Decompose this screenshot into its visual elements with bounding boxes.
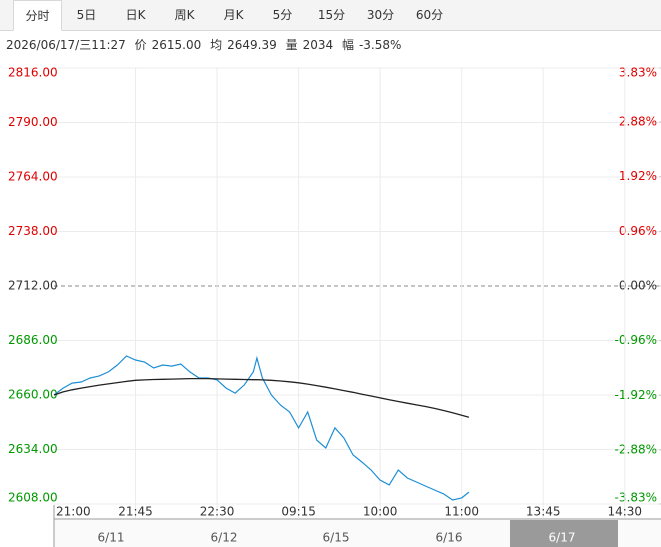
- x-tick-label: 21:00: [56, 505, 91, 519]
- y2-tick-label: -3.83%: [615, 491, 657, 505]
- avg: 2649.39: [227, 38, 277, 52]
- y2-tick-label: 1.92%: [619, 169, 657, 183]
- volume-label: 量: [285, 38, 298, 52]
- y-tick-label: 2816.00: [8, 66, 58, 80]
- tab[interactable]: 5日: [76, 8, 97, 22]
- tab[interactable]: 日K: [125, 8, 146, 22]
- y2-tick-label: -1.92%: [615, 388, 657, 402]
- tab[interactable]: 5分: [272, 8, 293, 22]
- navigator-date: 6/16: [436, 531, 463, 545]
- navigator-selection[interactable]: [510, 520, 618, 547]
- tab[interactable]: 月K: [223, 8, 244, 22]
- y2-tick-label: -2.88%: [615, 442, 657, 456]
- x-tick-label: 13:45: [526, 505, 561, 519]
- y-tick-label: 2660.00: [8, 388, 58, 402]
- info-line: 2026/06/17/三11:27 价 2615.00 均 2649.39 量 203…: [6, 36, 406, 53]
- x-tick-label: 11:00: [444, 505, 479, 519]
- x-tick-label: 21:45: [118, 505, 153, 519]
- x-tick-label: 14:30: [607, 505, 642, 519]
- x-tick-label: 22:30: [200, 505, 235, 519]
- tab[interactable]: 60分: [415, 8, 444, 22]
- price: 2615.00: [151, 38, 202, 52]
- change-label: 幅: [341, 38, 354, 52]
- navigator-date: 6/12: [211, 531, 238, 545]
- x-tick-label: 09:15: [281, 505, 316, 519]
- y2-tick-label: 3.83%: [619, 66, 657, 80]
- y-tick-label: 2634.00: [8, 442, 58, 456]
- change: -3.58%: [358, 38, 402, 52]
- navigator-date: 6/11: [98, 531, 125, 545]
- y-tick-label: 2686.00: [8, 333, 58, 347]
- avg-label: 均: [210, 38, 223, 52]
- y-tick-label: 2712.00: [8, 279, 58, 293]
- y-tick-label: 2608.00: [8, 491, 58, 505]
- y-tick-label: 2764.00: [8, 170, 58, 184]
- navigator-date: 6/15: [323, 531, 350, 545]
- x-tick-label: 10:00: [363, 505, 398, 519]
- y2-tick-label: 0.96%: [619, 224, 657, 238]
- volume: 2034: [302, 38, 334, 52]
- tab-bar: 分时 5日 日K 周K 月K 5分 15分 30分 60分: [0, 0, 661, 31]
- x-axis-band: [54, 505, 661, 519]
- y2-tick-label: 2.88%: [619, 115, 657, 129]
- series-line: [53, 377, 470, 418]
- price-label: 价: [134, 38, 147, 52]
- tab[interactable]: 分时: [13, 0, 62, 31]
- navigator-date: 6/17: [549, 531, 576, 545]
- tab[interactable]: 周K: [174, 8, 195, 22]
- y2-tick-label: -0.96%: [615, 333, 657, 347]
- y-tick-label: 2790.00: [8, 115, 58, 129]
- series-line: [53, 355, 470, 501]
- tab[interactable]: 30分: [366, 8, 395, 22]
- y-tick-label: 2738.00: [8, 224, 58, 238]
- tab[interactable]: 15分: [317, 8, 346, 22]
- datetime: 2026/06/17/三11:27: [6, 38, 126, 52]
- y2-tick-label: 0.00%: [619, 279, 657, 293]
